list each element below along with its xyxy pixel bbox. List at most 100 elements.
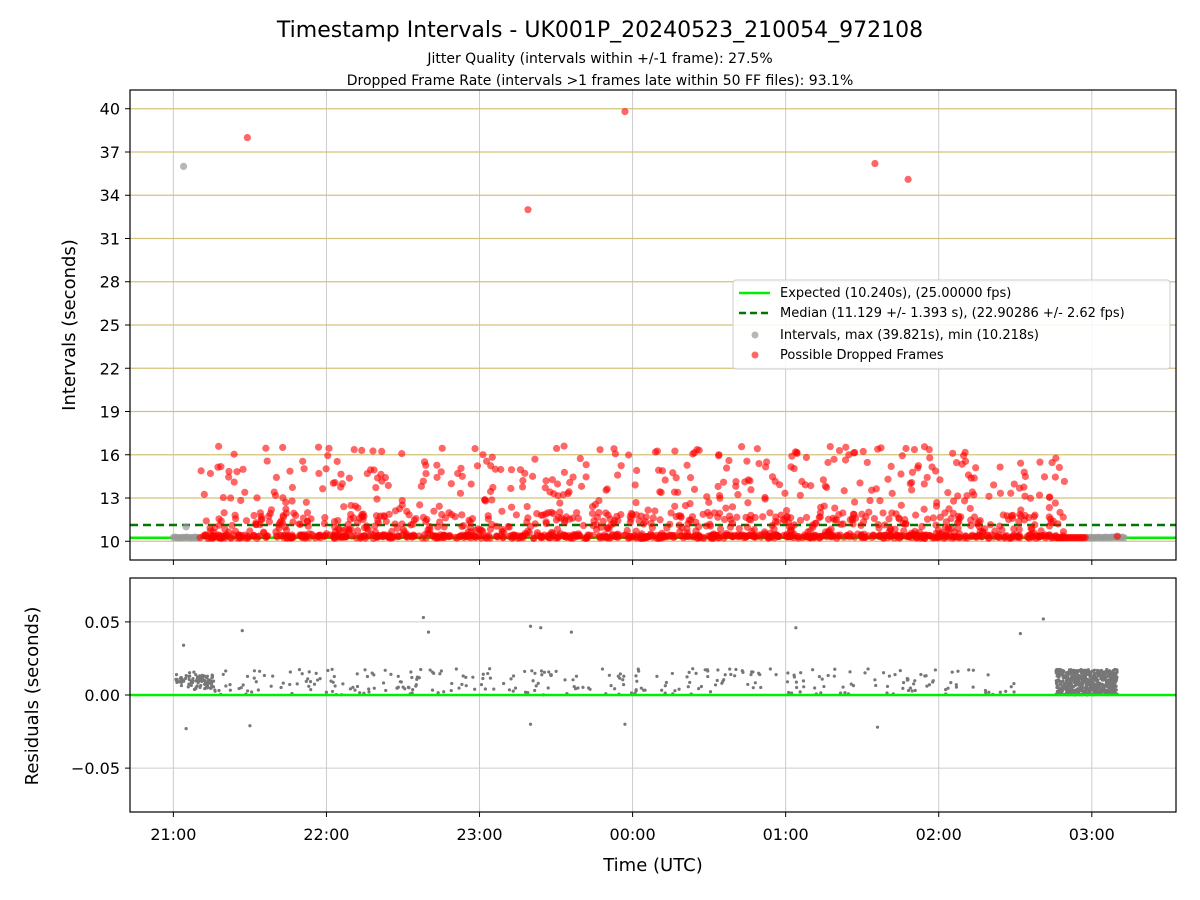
dropped-frame-point bbox=[507, 484, 515, 493]
residual-point bbox=[913, 679, 917, 683]
dropped-frame-point bbox=[242, 517, 251, 525]
dropped-frame-point bbox=[821, 482, 829, 490]
dropped-frame-point bbox=[369, 447, 377, 455]
dropped-frame-point bbox=[772, 513, 780, 521]
residual-point bbox=[616, 674, 620, 678]
residual-point bbox=[307, 684, 311, 688]
residual-point bbox=[1101, 678, 1105, 682]
residual-point bbox=[1057, 688, 1061, 692]
residual-point bbox=[528, 722, 533, 726]
dropped-outlier-point bbox=[904, 175, 912, 183]
dropped-frame-point bbox=[833, 531, 841, 540]
dropped-frame-point bbox=[530, 534, 538, 542]
residual-point bbox=[488, 676, 493, 680]
residual-point bbox=[1107, 679, 1111, 683]
interval-point bbox=[182, 523, 190, 531]
dropped-frame-point bbox=[658, 467, 667, 475]
dropped-frame-point bbox=[671, 447, 679, 455]
dropped-frame-point bbox=[468, 515, 477, 523]
residual-point bbox=[1065, 687, 1070, 692]
dropped-frame-point bbox=[743, 523, 752, 531]
dropped-frame-point bbox=[517, 532, 525, 540]
residual-point bbox=[1096, 678, 1100, 682]
dropped-frame-point bbox=[233, 534, 241, 542]
intervals-x-tick-marks bbox=[172, 560, 1093, 565]
dropped-frame-point bbox=[596, 446, 604, 454]
dropped-frame-point bbox=[320, 519, 329, 528]
residual-point bbox=[428, 668, 432, 672]
residual-point bbox=[798, 690, 802, 694]
dropped-frame-point bbox=[1014, 533, 1022, 541]
dropped-frame-point bbox=[839, 509, 847, 517]
residual-point bbox=[691, 667, 695, 671]
residual-point bbox=[395, 686, 399, 690]
residual-point bbox=[383, 668, 387, 672]
dropped-frame-point bbox=[1010, 525, 1018, 533]
dropped-frame-point bbox=[720, 515, 729, 524]
dropped-frame-point bbox=[677, 513, 685, 521]
dropped-frame-point bbox=[209, 532, 218, 540]
residual-point bbox=[461, 674, 465, 678]
dropped-frame-point bbox=[206, 524, 214, 532]
residual-point bbox=[621, 678, 625, 682]
residual-point bbox=[531, 679, 535, 683]
dropped-frame-point bbox=[262, 444, 270, 452]
residual-point bbox=[686, 685, 690, 689]
residual-point bbox=[549, 673, 553, 677]
residual-point bbox=[1108, 670, 1112, 674]
dropped-frame-point bbox=[523, 502, 531, 511]
residual-point bbox=[848, 670, 852, 674]
dropped-frame-point bbox=[897, 501, 905, 509]
residual-point bbox=[723, 673, 727, 677]
dropped-frame-point bbox=[340, 533, 348, 541]
residual-point bbox=[881, 671, 886, 675]
residual-point bbox=[811, 668, 815, 672]
dropped-frame-point bbox=[611, 450, 619, 458]
residual-point bbox=[749, 673, 753, 677]
dropped-frame-point bbox=[717, 525, 725, 533]
residual-point bbox=[288, 670, 292, 674]
residual-point bbox=[479, 683, 484, 687]
dropped-frame-point bbox=[244, 534, 252, 542]
dropped-frame-point bbox=[302, 498, 310, 506]
residual-point bbox=[933, 668, 937, 672]
dropped-frame-point bbox=[600, 533, 608, 541]
residual-point bbox=[454, 667, 458, 671]
dropped-frame-point bbox=[668, 532, 676, 540]
residual-point bbox=[326, 668, 330, 673]
residual-point bbox=[728, 667, 732, 671]
x-tick-label: 22:00 bbox=[303, 825, 349, 844]
dropped-frame-point bbox=[519, 477, 527, 485]
dropped-frame-point bbox=[1041, 531, 1050, 539]
dropped-frame-point bbox=[434, 523, 442, 531]
dropped-frame-point bbox=[935, 530, 943, 538]
dropped-frame-point bbox=[560, 442, 568, 450]
dropped-frame-point bbox=[816, 509, 825, 517]
dropped-frame-point bbox=[349, 514, 358, 522]
dropped-frame-point bbox=[484, 515, 492, 523]
residual-point bbox=[636, 667, 640, 671]
residual-point bbox=[1090, 675, 1094, 679]
dropped-frame-point bbox=[899, 519, 907, 528]
dropped-frame-point bbox=[438, 510, 446, 519]
residual-point bbox=[396, 674, 400, 678]
residual-point bbox=[898, 669, 902, 673]
x-tick-label: 01:00 bbox=[763, 825, 809, 844]
residual-point bbox=[248, 724, 252, 728]
dropped-frame-point bbox=[881, 521, 889, 529]
dropped-frame-point bbox=[796, 491, 804, 499]
dropped-frame-point bbox=[956, 533, 964, 541]
residual-point bbox=[539, 626, 543, 630]
dropped-frame-point bbox=[364, 525, 372, 534]
residual-point bbox=[734, 667, 738, 672]
dropped-frame-point bbox=[288, 483, 297, 492]
dropped-frame-point bbox=[896, 532, 905, 541]
residual-point bbox=[607, 673, 611, 677]
residual-point bbox=[351, 685, 355, 689]
residual-point bbox=[705, 668, 709, 672]
dropped-frame-point bbox=[438, 444, 446, 452]
dropped-frame-point bbox=[863, 458, 871, 467]
dropped-frame-point bbox=[420, 458, 429, 466]
dropped-frame-point bbox=[225, 473, 233, 481]
dropped-frame-point bbox=[239, 465, 247, 473]
